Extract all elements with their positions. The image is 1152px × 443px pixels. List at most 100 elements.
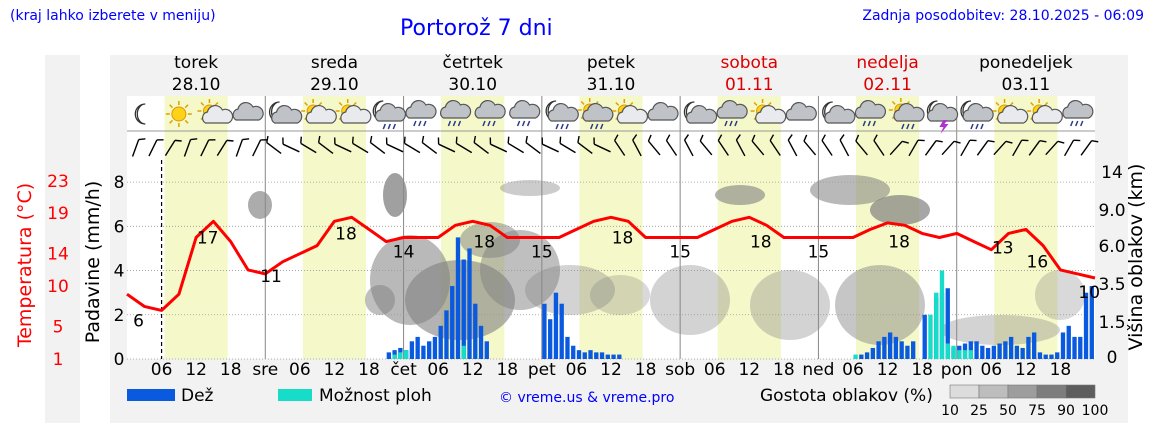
wind-barb-feather bbox=[208, 139, 216, 141]
wind-barb-feather bbox=[473, 135, 477, 143]
cloud-icon bbox=[962, 102, 994, 122]
temperature-axis-title: Temperatura (°C) bbox=[14, 183, 36, 348]
cloud-density-legend-title: Gostota oblakov (%) bbox=[760, 386, 933, 406]
sun-ray bbox=[1044, 101, 1049, 106]
rain-bar bbox=[882, 336, 887, 359]
wind-barb-feather bbox=[917, 139, 925, 142]
wind-barb bbox=[559, 136, 576, 154]
wind-barb bbox=[821, 134, 833, 156]
rain-bar bbox=[461, 259, 466, 359]
rain-bar bbox=[484, 341, 489, 359]
wind-barb bbox=[941, 140, 961, 156]
cloud-density-stop: 50 bbox=[999, 403, 1017, 419]
cloud-height-tick: 1.5 bbox=[1098, 313, 1125, 333]
wind-barb-feather bbox=[769, 134, 775, 141]
cloud-icon bbox=[305, 104, 337, 124]
raindrop bbox=[382, 123, 386, 130]
wind-barb-feather bbox=[300, 136, 303, 144]
region-select-link[interactable]: (kraj lahko izberete v meniju) bbox=[10, 8, 216, 24]
cloud-height-tick: 6.0 bbox=[1098, 237, 1125, 257]
copyright-text: © vreme.us & vreme.pro bbox=[499, 390, 674, 406]
wind-barb-shaft bbox=[683, 139, 694, 157]
weather-icon-sun bbox=[165, 101, 192, 127]
x-tick-label: pet bbox=[528, 360, 556, 380]
weather-icon-cloud bbox=[647, 101, 679, 121]
x-tick-label: 18 bbox=[496, 360, 518, 380]
wind-barb bbox=[839, 134, 850, 157]
temperature-tick: 19 bbox=[47, 204, 69, 224]
rain-bar bbox=[1008, 336, 1014, 359]
x-tick-label: 12 bbox=[462, 360, 484, 380]
wind-barb-feather bbox=[351, 136, 354, 144]
wind-barb-feather bbox=[174, 139, 182, 142]
wind-barb-shaft bbox=[318, 142, 334, 154]
x-tick-label: 18 bbox=[773, 360, 795, 380]
temperature-label: 15 bbox=[808, 243, 830, 263]
cloud-density-area bbox=[525, 265, 615, 315]
wind-barb-shaft bbox=[164, 139, 176, 157]
temperature-label: 18 bbox=[612, 228, 634, 248]
rain-bar bbox=[1026, 336, 1031, 359]
rain-bar bbox=[605, 354, 610, 359]
wind-barb-shaft bbox=[200, 139, 210, 157]
rain-bar bbox=[905, 345, 910, 359]
wind-barb-feather bbox=[1021, 139, 1029, 142]
wind-barb-shaft bbox=[386, 143, 404, 153]
sun-ray bbox=[318, 101, 323, 106]
wind-barb-shaft bbox=[235, 139, 244, 157]
wind-barb-shaft bbox=[769, 140, 781, 156]
x-tick-label: 06 bbox=[289, 360, 311, 380]
wind-barb bbox=[1028, 140, 1047, 156]
wind-barb bbox=[647, 134, 661, 156]
wind-barb-shaft bbox=[148, 139, 158, 157]
cloud-density-area bbox=[500, 180, 560, 196]
wind-barb-shaft bbox=[370, 142, 386, 154]
cloud-icon bbox=[1062, 99, 1094, 119]
x-tick-label: sre bbox=[252, 360, 278, 380]
wind-barb-feather bbox=[260, 139, 268, 141]
wind-barb-feather bbox=[839, 134, 845, 141]
cloud-icon bbox=[405, 99, 437, 119]
weather-icon-sun-cloud bbox=[335, 99, 372, 124]
cloud-icon bbox=[547, 102, 579, 122]
wind-barb bbox=[683, 134, 694, 157]
x-tick-label: 18 bbox=[220, 360, 242, 380]
day-name: nedelja bbox=[856, 53, 918, 73]
sun-ray bbox=[169, 119, 174, 124]
wind-barb bbox=[787, 134, 798, 157]
weather-icon-rain bbox=[474, 99, 506, 127]
raindrop bbox=[734, 120, 738, 127]
sun-ray bbox=[169, 104, 174, 109]
wind-barb-shaft bbox=[455, 142, 473, 154]
rain-bar bbox=[870, 347, 876, 359]
cloud-icon bbox=[1031, 104, 1063, 124]
day-name: petek bbox=[587, 53, 635, 73]
wind-barb bbox=[632, 134, 642, 157]
rain-bar bbox=[576, 350, 582, 359]
sun-ray bbox=[200, 101, 205, 106]
raindrop bbox=[387, 123, 391, 130]
x-tick-label: 06 bbox=[842, 360, 864, 380]
weather-icon-moon-cloud bbox=[683, 101, 718, 124]
x-tick-label: 06 bbox=[704, 360, 726, 380]
precipitation-tick: 2 bbox=[114, 306, 125, 326]
raindrop bbox=[565, 123, 569, 130]
rain-bar bbox=[409, 341, 415, 359]
x-tick-label: čet bbox=[390, 360, 417, 380]
x-tick-label: 18 bbox=[358, 360, 380, 380]
wind-barb bbox=[216, 139, 234, 157]
day-name: sobota bbox=[721, 53, 779, 73]
wind-barb bbox=[369, 135, 386, 154]
precipitation-tick: 4 bbox=[114, 262, 125, 282]
wind-barb-feather bbox=[226, 139, 234, 142]
raindrop bbox=[1075, 120, 1079, 127]
wind-barb-shaft bbox=[252, 139, 262, 157]
rain-bar bbox=[588, 350, 593, 359]
wind-barb-feather bbox=[873, 134, 878, 141]
wind-barb-shaft bbox=[266, 142, 282, 154]
raindrop bbox=[901, 123, 905, 130]
rain-bar bbox=[432, 336, 438, 359]
sun-ray bbox=[352, 101, 357, 106]
cloud-icon bbox=[824, 104, 856, 124]
rain-bar bbox=[444, 310, 449, 359]
